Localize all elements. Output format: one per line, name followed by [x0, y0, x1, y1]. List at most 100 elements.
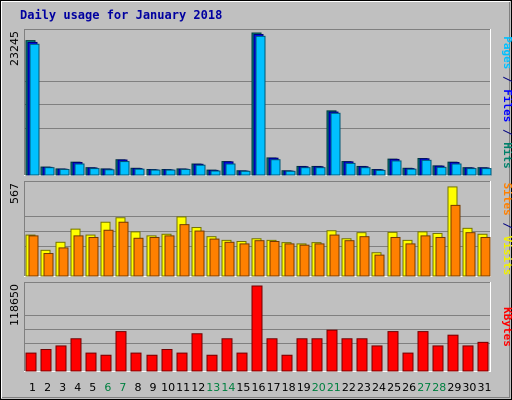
bar-sites-day-5 [88, 236, 99, 277]
legend-part: Visits [501, 236, 512, 276]
bar-sites-day-20 [314, 243, 325, 277]
bar-kbytes-day-27 [417, 331, 429, 372]
x-tick-label-23: 23 [357, 381, 371, 394]
bar-sites-day-14 [224, 241, 235, 277]
bar-kbytes-day-3 [55, 345, 67, 372]
bar-kbytes-day-26 [402, 352, 414, 372]
bar-sites-day-17 [269, 240, 280, 277]
x-tick-label-2: 2 [44, 381, 51, 394]
x-tick-label-6: 6 [104, 381, 111, 394]
legend-part: / [501, 216, 512, 236]
panel-pages-files-hits: 23245 Pages / Files / Hits [8, 29, 512, 176]
bar-sites-day-12 [194, 230, 205, 277]
bar-sites-day-8 [133, 237, 144, 277]
bar-pages-day-19 [300, 167, 311, 176]
legend-part: / [501, 122, 512, 142]
bar-pages-day-16 [255, 35, 266, 176]
bar-kbytes-day-25 [387, 331, 399, 372]
x-tick-label-18: 18 [282, 381, 296, 394]
x-tick-label-17: 17 [267, 381, 281, 394]
bar-pages-day-3 [59, 169, 70, 176]
x-tick-label-9: 9 [150, 381, 157, 394]
panel-legend-label: Sites / Visits [501, 183, 512, 276]
x-tick-label-3: 3 [59, 381, 66, 394]
bar-pages-day-15 [240, 170, 251, 176]
bar-sites-day-15 [239, 243, 250, 277]
bar-sites-day-10 [164, 235, 175, 277]
bar-kbytes-day-8 [130, 352, 142, 372]
bar-sites-day-30 [465, 232, 476, 277]
x-tick-label-26: 26 [402, 381, 416, 394]
bar-pages-day-18 [285, 170, 296, 176]
bar-pages-day-12 [195, 164, 206, 176]
legend-part: Files [501, 89, 512, 122]
x-tick-label-24: 24 [372, 381, 386, 394]
y-max-label: 118650 [8, 284, 21, 326]
bar-pages-day-6 [104, 169, 115, 176]
bar-sites-day-25 [390, 236, 401, 277]
bar-kbytes-day-28 [432, 345, 444, 372]
bar-sites-day-27 [420, 235, 431, 277]
x-tick-label-11: 11 [176, 381, 190, 394]
bar-sites-day-13 [209, 238, 220, 277]
x-tick-label-28: 28 [432, 381, 446, 394]
bar-kbytes-day-1 [25, 352, 37, 372]
bar-pages-day-30 [466, 168, 477, 176]
panel-visits-sites: 567 Sites / Visits [8, 181, 512, 277]
panel-legend-label: Pages / Files / Hits [501, 36, 512, 169]
bar-sites-day-6 [103, 229, 114, 277]
x-tick-label-5: 5 [89, 381, 96, 394]
legend-part: Hits [501, 142, 512, 169]
panel-kbytes: 118650 KBytes [8, 282, 512, 372]
bar-pages-day-10 [165, 169, 176, 176]
bar-kbytes-day-12 [191, 333, 203, 372]
bar-sites-day-4 [73, 235, 84, 277]
x-tick-label-21: 21 [327, 381, 341, 394]
x-tick-label-15: 15 [236, 381, 250, 394]
bar-pages-day-4 [74, 163, 85, 176]
bar-sites-day-31 [480, 236, 491, 277]
bar-sites-day-1 [28, 235, 39, 277]
bar-pages-day-17 [270, 159, 281, 176]
bar-kbytes-day-17 [266, 338, 278, 372]
x-tick-label-22: 22 [342, 381, 356, 394]
x-tick-label-20: 20 [312, 381, 326, 394]
bar-kbytes-day-6 [100, 354, 112, 372]
legend-part: Sites [501, 183, 512, 216]
bar-pages-day-27 [421, 159, 432, 176]
x-tick-label-12: 12 [191, 381, 205, 394]
bar-pages-day-26 [406, 168, 417, 176]
bar-kbytes-day-7 [115, 331, 127, 372]
bar-pages-day-11 [180, 169, 191, 176]
bar-kbytes-day-31 [477, 341, 489, 372]
bar-sites-day-7 [118, 221, 129, 277]
bar-kbytes-day-10 [161, 349, 173, 372]
bar-sites-day-24 [374, 254, 385, 277]
bar-pages-day-31 [481, 168, 492, 176]
bar-pages-day-13 [210, 170, 221, 176]
bar-kbytes-day-11 [176, 352, 188, 372]
x-tick-label-30: 30 [462, 381, 476, 394]
bar-pages-day-21 [330, 112, 341, 176]
bar-kbytes-day-24 [371, 345, 383, 372]
y-max-label: 567 [8, 183, 21, 204]
bar-pages-day-25 [391, 160, 402, 176]
x-tick-label-4: 4 [74, 381, 81, 394]
x-axis-day-labels: 1 2 3 4 5 6 7 8 9 10 11 12 13 14 15 16 17 18 19 20 21 22 23 24 2… [29, 381, 491, 394]
bar-kbytes-day-21 [326, 329, 338, 372]
bar-sites-day-9 [149, 236, 160, 277]
bar-sites-day-26 [405, 243, 416, 277]
bar-pages-day-7 [119, 161, 130, 176]
x-tick-label-10: 10 [161, 381, 175, 394]
bar-sites-day-19 [299, 244, 310, 277]
chart-panels: 23245 Pages / Files / Hits 567 Sites / Visi… [8, 29, 512, 372]
bar-pages-day-29 [451, 163, 462, 176]
x-tick-label-27: 27 [417, 381, 431, 394]
bar-kbytes-day-5 [85, 352, 97, 372]
bar-pages-day-22 [345, 162, 356, 176]
legend-part: Pages [501, 36, 512, 69]
bar-sites-day-3 [58, 247, 69, 277]
legend-part: KBytes [501, 307, 512, 347]
bar-kbytes-day-2 [40, 349, 52, 372]
bar-pages-day-14 [225, 163, 236, 176]
